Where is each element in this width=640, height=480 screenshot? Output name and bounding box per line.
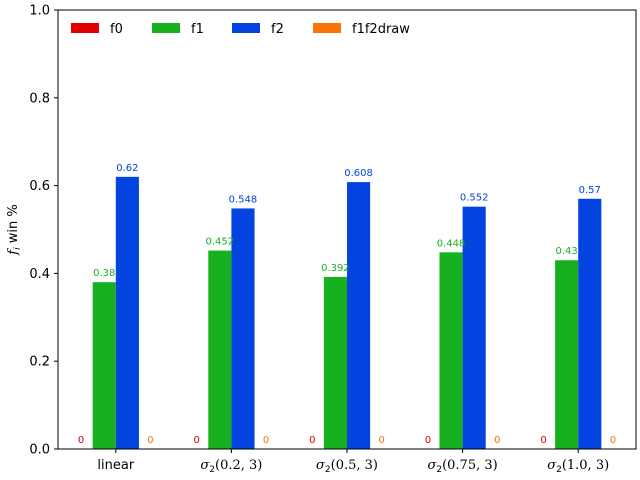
y-tick-label-3: 0.6 bbox=[29, 179, 50, 194]
x-tick-label-0: linear bbox=[97, 458, 134, 473]
data-label-f0-2: 0 bbox=[309, 435, 315, 446]
data-labels-layer: 0 0 0 0 0 0.38 0.452 0.392 0.448 0.43 0.62 0.548 0.6… bbox=[78, 163, 616, 446]
y-axis-label: fi win % bbox=[6, 204, 23, 255]
x-axis: linear σ2(0.2, 3) σ2(0.5, 3) σ2(0.75, 3) σ2(… bbox=[97, 449, 609, 475]
legend-swatch-f2 bbox=[232, 23, 260, 33]
bar-f1-0 bbox=[92, 282, 116, 449]
data-label-f1-1: 0.452 bbox=[206, 237, 235, 248]
data-label-f0-1: 0 bbox=[194, 435, 200, 446]
data-label-f1-3: 0.448 bbox=[437, 238, 466, 249]
data-label-f1-4: 0.43 bbox=[556, 246, 578, 257]
legend: f0 f1 f2 f1f2draw bbox=[71, 22, 410, 37]
bar-f2-4 bbox=[578, 198, 602, 449]
data-label-f1-2: 0.392 bbox=[321, 263, 350, 274]
data-label-f1f2draw-0: 0 bbox=[147, 435, 153, 446]
bar-f2-3 bbox=[462, 206, 486, 449]
data-label-f0-4: 0 bbox=[540, 435, 546, 446]
x-tick-label-1: σ2(0.2, 3) bbox=[200, 458, 262, 475]
bar-f1-3 bbox=[439, 252, 463, 449]
y-tick-label-1: 0.2 bbox=[29, 355, 50, 370]
data-label-f0-3: 0 bbox=[425, 435, 431, 446]
data-label-f1-0: 0.38 bbox=[93, 268, 115, 279]
data-label-f2-4: 0.57 bbox=[579, 185, 601, 196]
data-label-f1f2draw-3: 0 bbox=[494, 435, 500, 446]
bar-f1-1 bbox=[208, 250, 232, 449]
y-axis: 0.0 0.2 0.4 0.6 0.8 1.0 bbox=[29, 4, 58, 458]
legend-label-f0: f0 bbox=[110, 22, 123, 37]
data-label-f2-0: 0.62 bbox=[116, 163, 138, 174]
legend-label-f1f2draw: f1f2draw bbox=[352, 22, 410, 37]
legend-swatch-f1f2draw bbox=[313, 23, 341, 33]
bar-f2-1 bbox=[231, 208, 255, 449]
bar-f2-2 bbox=[347, 182, 371, 449]
data-label-f0-0: 0 bbox=[78, 435, 84, 446]
data-label-f2-1: 0.548 bbox=[229, 194, 258, 205]
bar-f1-2 bbox=[323, 276, 347, 449]
x-tick-label-3: σ2(0.75, 3) bbox=[427, 458, 497, 475]
data-label-f2-3: 0.552 bbox=[460, 193, 489, 204]
y-tick-label-4: 0.8 bbox=[29, 91, 50, 106]
y-tick-label-0: 0.0 bbox=[29, 443, 50, 458]
y-tick-label-2: 0.4 bbox=[29, 267, 50, 282]
data-label-f2-2: 0.608 bbox=[344, 168, 373, 179]
legend-swatch-f0 bbox=[71, 23, 99, 33]
data-label-f1f2draw-2: 0 bbox=[378, 435, 384, 446]
x-tick-label-4: σ2(1.0, 3) bbox=[547, 458, 609, 475]
bars-layer bbox=[92, 176, 602, 449]
bar-f2-0 bbox=[115, 176, 139, 449]
legend-label-f2: f2 bbox=[271, 22, 284, 37]
bar-f1-4 bbox=[555, 260, 579, 449]
legend-label-f1: f1 bbox=[191, 22, 204, 37]
y-tick-label-5: 1.0 bbox=[29, 4, 50, 19]
x-tick-label-2: σ2(0.5, 3) bbox=[316, 458, 378, 475]
legend-swatch-f1 bbox=[152, 23, 180, 33]
data-label-f1f2draw-4: 0 bbox=[610, 435, 616, 446]
data-label-f1f2draw-1: 0 bbox=[263, 435, 269, 446]
